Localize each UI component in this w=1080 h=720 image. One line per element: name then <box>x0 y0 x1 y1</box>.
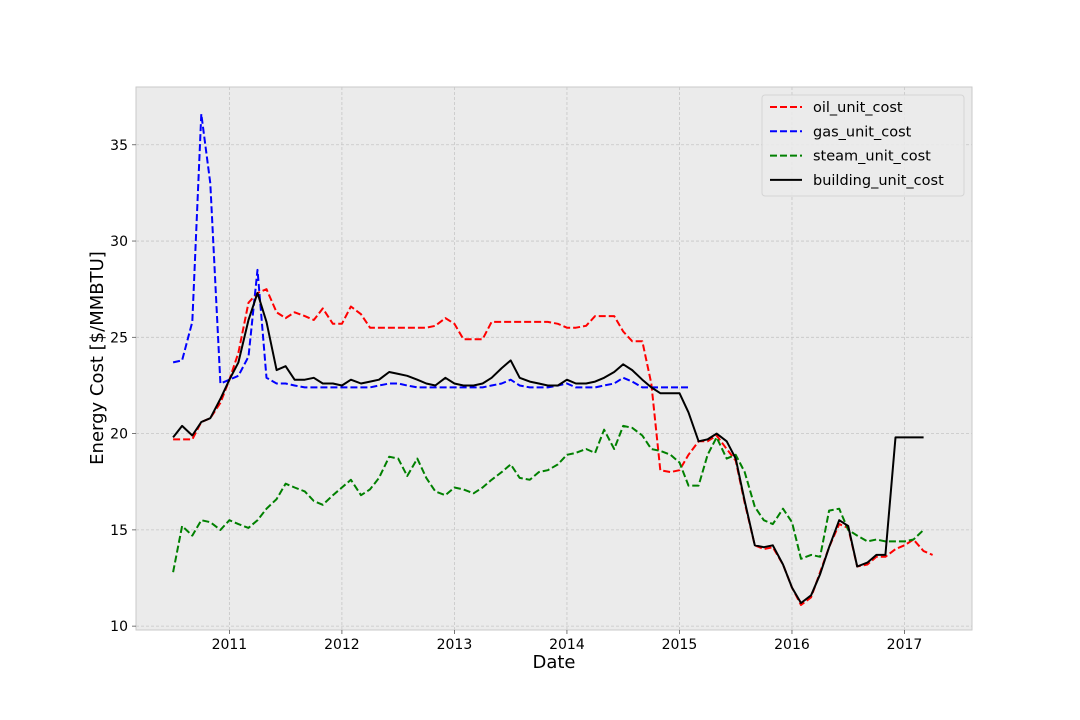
x-tick-label: 2014 <box>549 637 585 653</box>
series-line-gas-unit-cost <box>172 113 689 389</box>
series-line-steam-unit-cost <box>172 424 925 573</box>
legend-label: building_unit_cost <box>813 173 944 189</box>
y-tick-label: 25 <box>110 330 128 346</box>
series-layer <box>172 113 933 606</box>
x-tick-label: 2013 <box>437 637 473 653</box>
legend-box <box>761 94 965 197</box>
x-tick-label: 2011 <box>212 637 248 653</box>
y-axis-label: Energy Cost [$/MMBTU] <box>87 251 108 465</box>
series-line-oil-unit-cost <box>173 288 933 606</box>
legend: oil_unit_cost gas_unit_cost steam_unit_cos… <box>761 94 965 197</box>
x-axis: 2011 2012 2013 2014 2015 2016 2017 <box>212 630 923 653</box>
x-tick-label: 2016 <box>774 637 810 653</box>
y-tick-label: 30 <box>110 234 128 250</box>
x-tick-label: 2012 <box>324 637 360 653</box>
legend-label: gas_unit_cost <box>813 124 912 140</box>
series-line-building-unit-cost <box>172 292 924 604</box>
legend-label: steam_unit_cost <box>813 149 931 165</box>
plot-frame <box>135 86 973 631</box>
y-tick-label: 20 <box>110 427 128 443</box>
y-tick-label: 10 <box>110 619 128 635</box>
y-tick-label: 35 <box>110 138 128 154</box>
x-tick-label: 2017 <box>887 637 923 653</box>
y-axis: 10 15 20 25 30 35 <box>110 138 136 635</box>
x-axis-label: Date <box>532 652 575 673</box>
legend-label: oil_unit_cost <box>813 100 903 116</box>
x-tick-label: 2015 <box>662 637 698 653</box>
y-tick-label: 15 <box>110 523 128 539</box>
